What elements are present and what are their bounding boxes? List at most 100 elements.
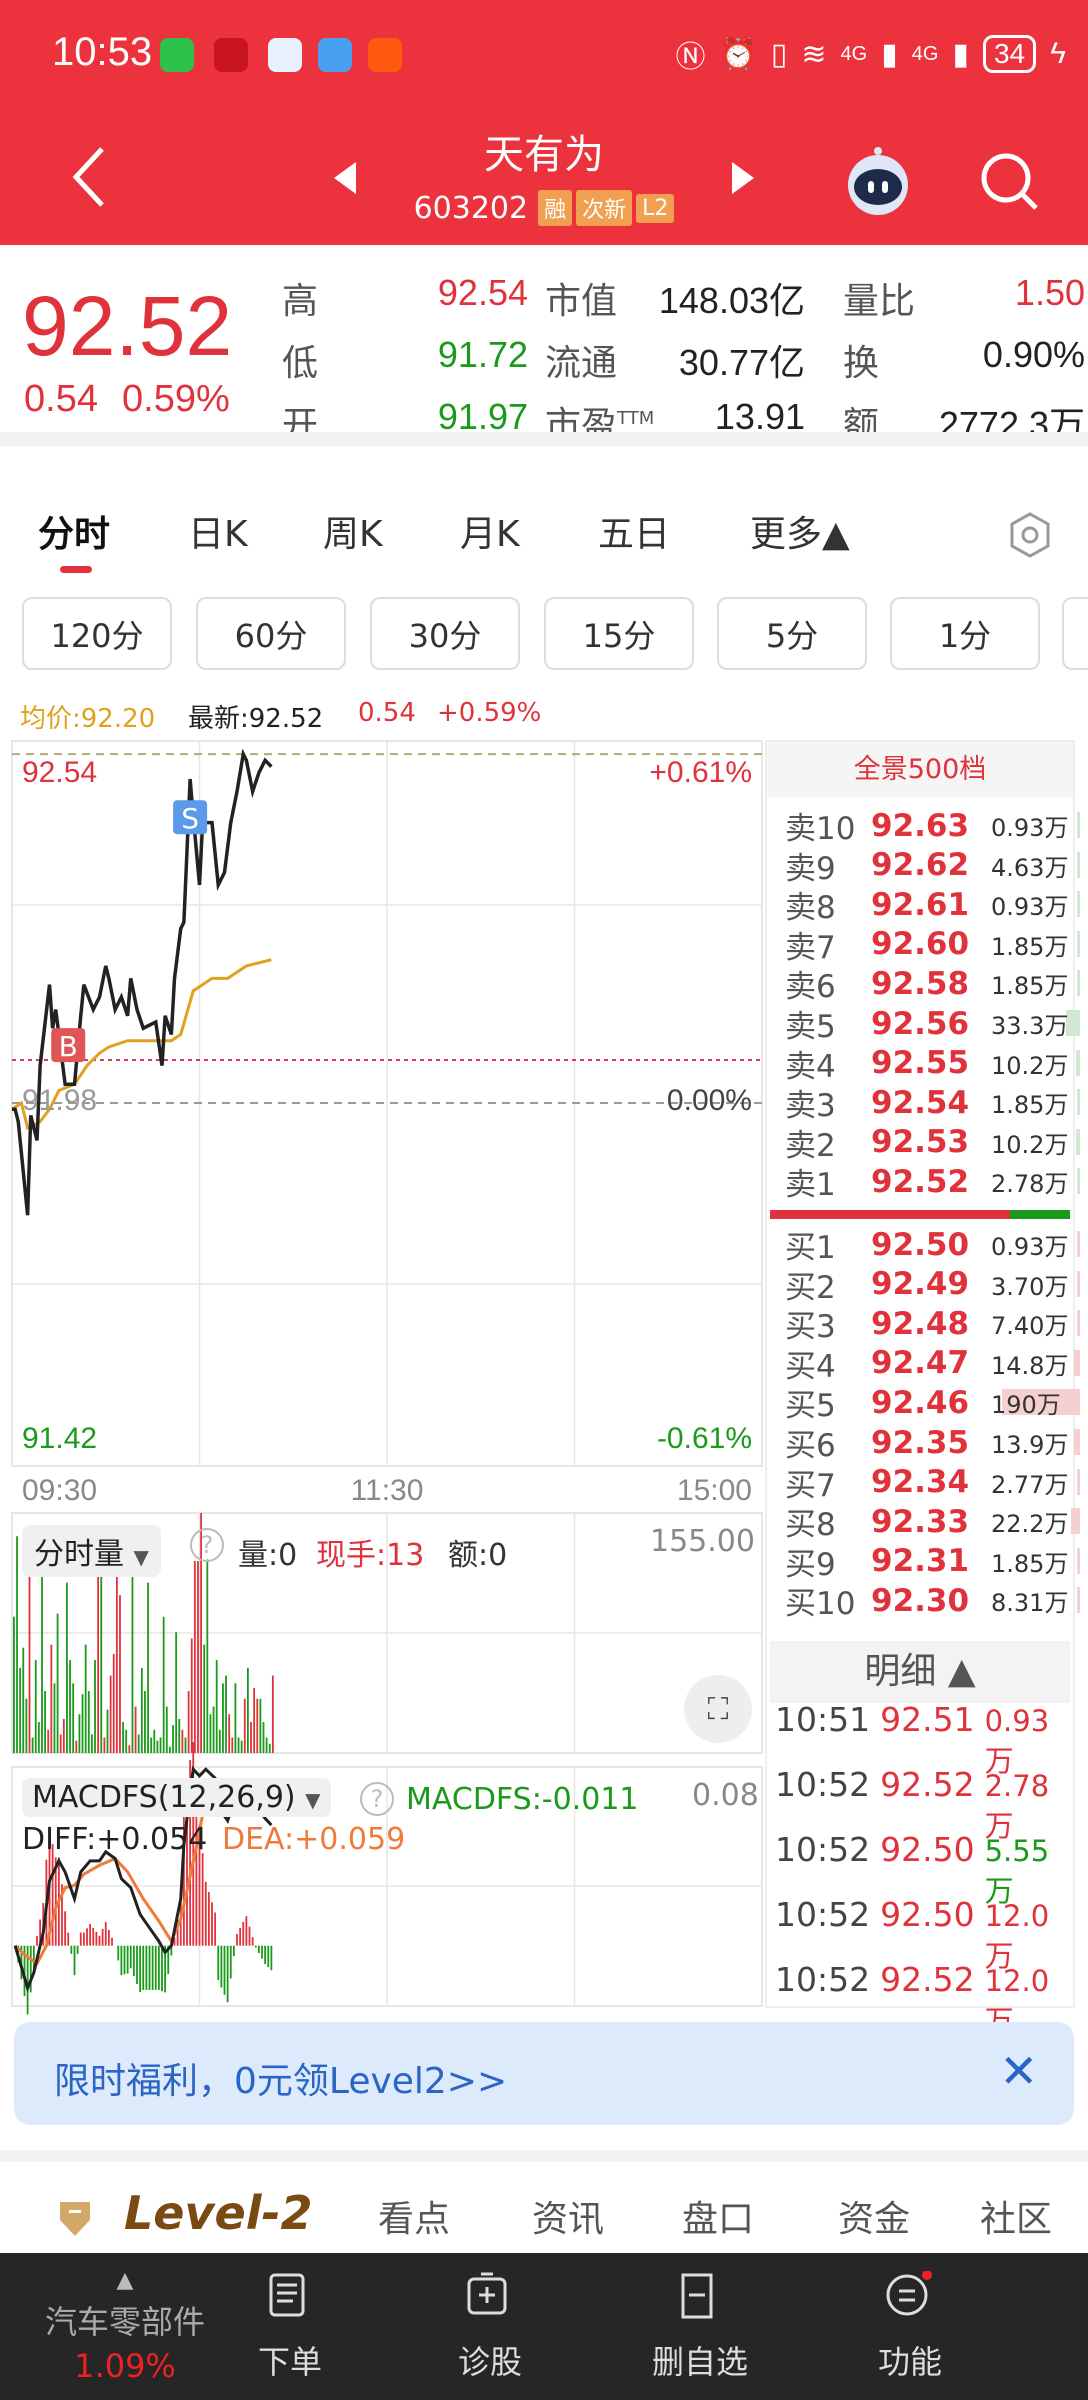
level-label: 买6	[785, 1428, 836, 1464]
level-price: 92.60	[871, 926, 970, 963]
tab-3[interactable]: 月K	[460, 514, 520, 555]
settings-icon[interactable]	[1005, 510, 1055, 560]
interval-button[interactable]	[1062, 597, 1088, 670]
trade-marker-B[interactable]	[51, 1028, 86, 1063]
bid-row[interactable]: 买8 92.33 22.2万	[785, 1502, 1075, 1544]
volume-bar	[119, 1595, 121, 1753]
ask-row[interactable]: 卖5 92.56 33.3万	[785, 1004, 1075, 1046]
volume-bar	[181, 1729, 184, 1753]
y-label-high-pct: +0.61%	[649, 756, 752, 789]
bid-row[interactable]: 买5 92.46 190万	[785, 1383, 1075, 1425]
trade-price: 92.52	[880, 1765, 975, 1804]
interval-button[interactable]: 120分	[22, 597, 172, 670]
depth-bar	[1077, 851, 1080, 878]
ask-row[interactable]: 卖8 92.61 0.93万	[785, 885, 1075, 927]
subnav-tab[interactable]: 资讯	[532, 2199, 605, 2240]
browser-icon	[268, 38, 302, 72]
macd-histogram-bar	[23, 1945, 26, 1997]
dea-readout: DEA:+0.059	[222, 1822, 406, 1857]
trade-row: 10:51 92.51 0.93万	[775, 1700, 1075, 1780]
ask-row[interactable]: 卖6 92.58 1.85万	[785, 964, 1075, 1006]
volume-bar	[165, 1706, 168, 1753]
interval-button[interactable]: 5分	[717, 597, 867, 670]
macd-histogram-bar	[186, 1787, 188, 1946]
toolbar-remove-watchlist[interactable]: 删自选	[620, 2253, 780, 2400]
level-label: 卖6	[785, 969, 836, 1006]
y-label-zero-pct: 0.00%	[667, 1084, 752, 1117]
help-icon[interactable]: ?	[360, 1782, 394, 1816]
bid-row[interactable]: 买6 92.35 13.9万	[785, 1423, 1075, 1465]
bid-row[interactable]: 买1 92.50 0.93万	[785, 1225, 1075, 1267]
full-depth-button[interactable]: 全景500档	[767, 742, 1073, 797]
bid-row[interactable]: 买10 92.30 8.31万	[785, 1581, 1075, 1623]
interval-button[interactable]: 1分	[890, 597, 1040, 670]
volume-indicator-select[interactable]: 分时量 ▼	[22, 1525, 161, 1577]
next-stock-icon[interactable]	[730, 160, 756, 196]
volume-bar	[59, 1734, 62, 1753]
quote-value: 1.50	[1014, 272, 1085, 313]
help-icon[interactable]: ?	[190, 1528, 224, 1562]
tab-5[interactable]: 更多▲	[750, 514, 850, 555]
ask-row[interactable]: 卖9 92.62 4.63万	[785, 846, 1075, 887]
volume-bar	[103, 1737, 106, 1753]
y-label-low-pct: -0.61%	[657, 1422, 752, 1455]
back-icon[interactable]	[70, 145, 110, 209]
robot-assistant-icon[interactable]	[842, 145, 914, 217]
ask-row[interactable]: 卖4 92.55 10.2万	[785, 1044, 1075, 1085]
subnav-tab[interactable]: 资金	[838, 2199, 911, 2240]
sector-button[interactable]: ▲ 汽车零部件 1.09%	[20, 2253, 230, 2400]
volume-bar	[271, 1675, 274, 1753]
subnav-tab[interactable]: 社区	[980, 2199, 1053, 2240]
trade-time: 10:51	[775, 1700, 871, 1739]
toolbar-diagnose[interactable]: 诊股	[410, 2253, 570, 2400]
ask-row[interactable]: 卖3 92.54 1.85万	[785, 1083, 1075, 1125]
macd-histogram-bar	[145, 1945, 148, 1990]
promo-text[interactable]: 限时福利，0元领Level2>>	[54, 2061, 508, 2102]
bid-row[interactable]: 买4 92.47 14.8万	[785, 1344, 1075, 1385]
level-price: 92.53	[871, 1124, 970, 1161]
depth-bar	[1077, 970, 1080, 997]
divider	[0, 2150, 1088, 2162]
tab-0[interactable]: 分时	[38, 514, 111, 555]
tab-4[interactable]: 五日	[598, 514, 671, 555]
bid-row[interactable]: 买3 92.48 7.40万	[785, 1304, 1075, 1346]
bid-row[interactable]: 买9 92.31 1.85万	[785, 1542, 1075, 1583]
level-volume: 14.8万	[991, 1351, 1069, 1380]
macd-histogram-bar	[245, 1916, 248, 1946]
fullscreen-button[interactable]: ⛶	[684, 1675, 752, 1743]
ask-row[interactable]: 卖1 92.52 2.78万	[785, 1162, 1075, 1204]
subnav-tab[interactable]: 看点	[378, 2199, 451, 2240]
bottom-toolbar: ▲ 汽车零部件 1.09% 下单 诊股 删自选 功能	[0, 2253, 1088, 2400]
macdfs-readout: MACDFS:-0.011	[406, 1782, 639, 1817]
toolbar-order[interactable]: 下单	[210, 2253, 370, 2400]
bid-row[interactable]: 买7 92.34 2.77万	[785, 1463, 1075, 1504]
ask-row[interactable]: 卖10 92.63 0.93万	[785, 806, 1075, 848]
macd-histogram-bar	[98, 1935, 101, 1946]
intraday-chart[interactable]: B S 92.54 91.98 91.42 +0.61% 0.00% -0.61% 09:30 1…	[0, 0, 770, 2020]
bid-row[interactable]: 买2 92.49 3.70万	[785, 1265, 1075, 1306]
close-icon[interactable]: ✕	[999, 2044, 1038, 2098]
tab-2[interactable]: 周K	[323, 514, 383, 555]
interval-button[interactable]: 15分	[544, 597, 694, 670]
prev-stock-icon[interactable]	[332, 160, 358, 196]
level-price: 92.35	[871, 1424, 970, 1461]
search-icon[interactable]	[978, 150, 1040, 212]
active-tab-indicator	[60, 566, 92, 573]
trade-marker-S[interactable]	[173, 800, 208, 835]
macd-indicator-select[interactable]: MACDFS(12,26,9) ▼	[22, 1778, 331, 1817]
macd-histogram-bar	[129, 1945, 132, 1969]
trade-detail-header[interactable]: 明细 ▲	[770, 1641, 1070, 1703]
interval-button[interactable]: 60分	[196, 597, 346, 670]
level-volume: 33.3万	[991, 1012, 1069, 1040]
subnav-tab[interactable]: 盘口	[682, 2199, 755, 2240]
level2-tag: L2	[636, 193, 675, 223]
macd-histogram-bar	[154, 1945, 157, 1990]
tab-1[interactable]: 日K	[188, 514, 248, 555]
ask-row[interactable]: 卖7 92.60 1.85万	[785, 925, 1075, 966]
promo-banner[interactable]: 限时福利，0元领Level2>> ✕	[14, 2022, 1074, 2125]
ask-row[interactable]: 卖2 92.53 10.2万	[785, 1123, 1075, 1164]
signal-bars-icon: ▮	[952, 37, 969, 71]
toolbar-menu[interactable]: 功能	[830, 2253, 990, 2400]
interval-button[interactable]: 30分	[370, 597, 520, 670]
level2-logo[interactable]: Level-2	[124, 2186, 313, 2240]
